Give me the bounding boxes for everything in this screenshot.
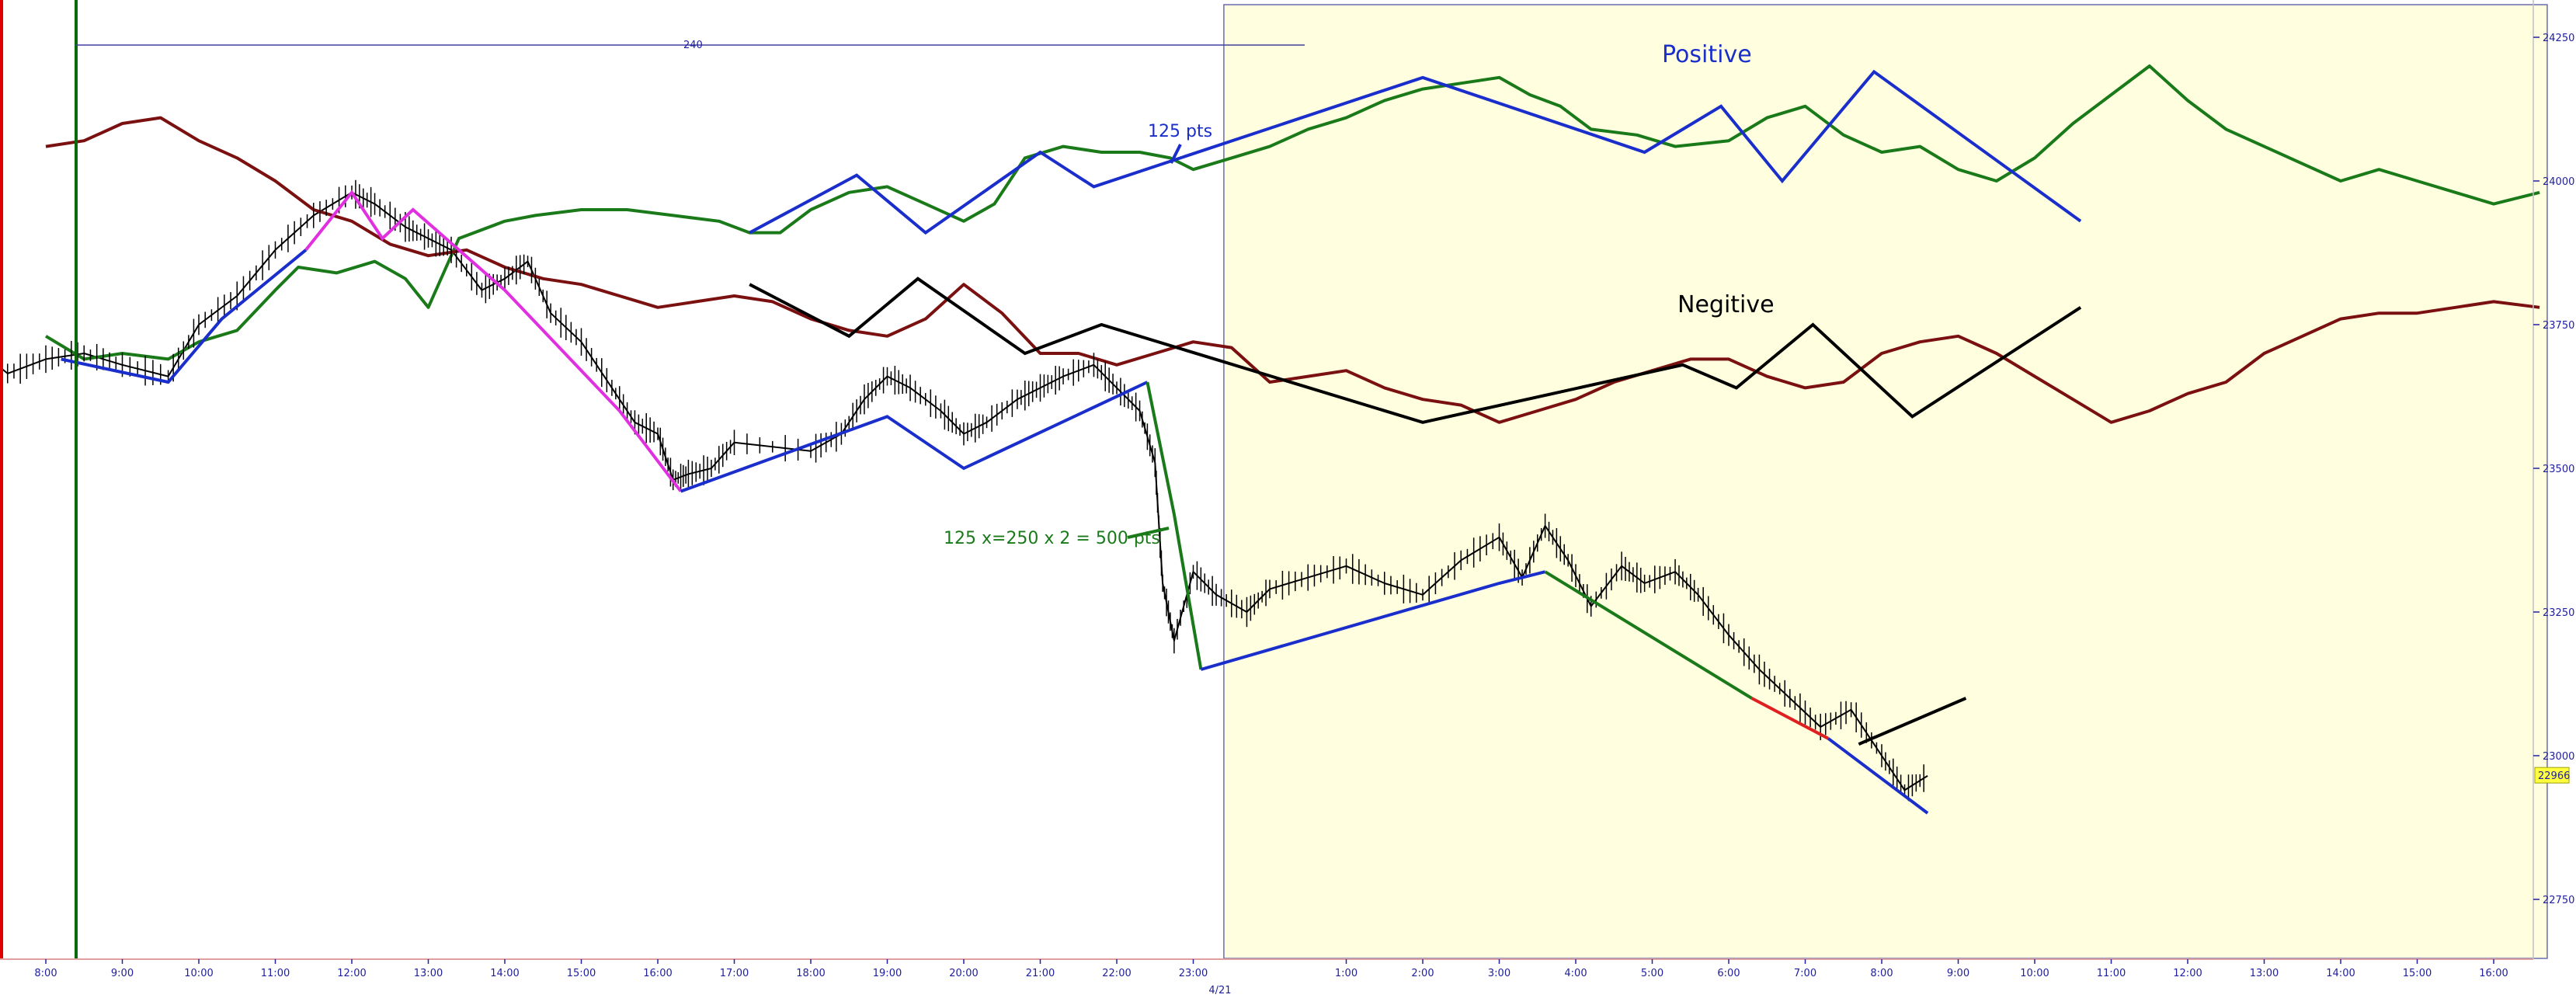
x-tick-label: 14:00 [2326,968,2355,979]
trendline-6 [1750,697,1830,740]
x-tick-label: 8:00 [1870,968,1893,979]
trendline-7 [1827,737,1929,815]
calc-label: 125 x=250 x 2 = 500 pts [944,529,1160,548]
x-tick-label: 12:00 [2173,968,2202,979]
x-tick-label: 8:00 [34,968,57,979]
last-price-tag [2534,767,2570,784]
x-tick-label: 11:00 [2097,968,2126,979]
trendline-10 [749,276,2082,424]
x-tick-label: 16:00 [2479,968,2508,979]
calc-pointer [1127,527,1170,539]
x-tick-label: 15:00 [2403,968,2432,979]
trendline-9 [749,69,2082,235]
last-price-label: 22966 [2538,770,2570,782]
x-tick-label: 13:00 [414,968,443,979]
y-tick-label: 22750 [2543,895,2574,906]
trendline-5 [1544,570,1753,700]
x-tick-label: 15:00 [567,968,596,979]
trendline-2 [680,381,1149,493]
range-bar-label: 240 [683,40,703,51]
x-tick-label: 18:00 [796,968,825,979]
x-tick-label: 5:00 [1641,968,1663,979]
positive-label: Positive [1662,41,1752,68]
trendline-3 [1145,381,1203,670]
x-tick-label: 20:00 [949,968,978,979]
trendline-4 [1200,570,1546,671]
x-tick-label: 19:00 [873,968,902,979]
x-tick-label: 3:00 [1488,968,1510,979]
x-tick-label: 17:00 [720,968,749,979]
y-tick-label: 23250 [2543,607,2574,619]
x-tick-label: 11:00 [261,968,290,979]
pts-pointer [1170,144,1182,164]
highlight-region-layer [1223,4,2548,959]
x-tick-label: 16:00 [643,968,672,979]
negative-label: Negitive [1677,291,1775,318]
x-tick-label: 21:00 [1026,968,1055,979]
x-tick-label: 9:00 [111,968,134,979]
x-tick-label: 13:00 [2250,968,2279,979]
annotation-layer: Positive Negitive 125 pts 125 x=250 x 2 … [944,41,1775,548]
x-tick-label: 14:00 [490,968,519,979]
x-tick-label: 10:00 [2020,968,2049,979]
y-tick-label: 23500 [2543,464,2574,475]
trendline-1 [304,190,683,492]
x-tick-label: 1:00 [1335,968,1358,979]
trendline-0 [61,249,308,384]
highlight-region [1223,4,2548,959]
y-tick-label: 24250 [2543,33,2574,44]
date-label: 4/21 [1208,985,1231,996]
x-tick-label: 9:00 [1947,968,1969,979]
x-tick-label: 10:00 [184,968,213,979]
y-tick-label: 23750 [2543,320,2574,332]
series-positive [44,64,2540,361]
x-tick-label: 22:00 [1102,968,1131,979]
y-tick-label: 24000 [2543,176,2574,188]
x-tick-label: 7:00 [1794,968,1816,979]
x-tick-label: 12:00 [337,968,366,979]
x-tick-label: 4:00 [1564,968,1587,979]
x-tick-label: 23:00 [1179,968,1208,979]
x-tick-label: 6:00 [1717,968,1740,979]
pts-label: 125 pts [1148,122,1212,141]
trendline-8 [1858,697,1967,746]
x-tick-label: 2:00 [1411,968,1434,979]
trendline-layer [61,69,2082,815]
y-tick-label: 23000 [2543,751,2574,763]
